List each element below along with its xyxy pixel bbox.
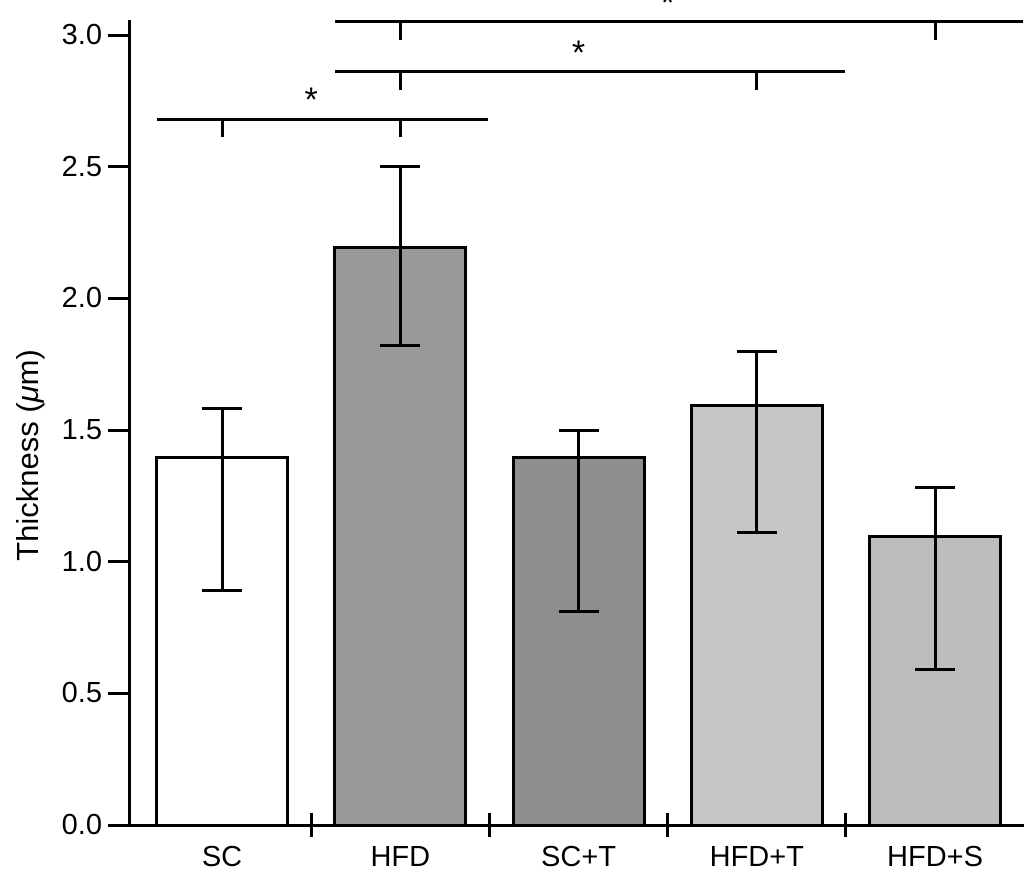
x-tick-mark <box>666 813 670 837</box>
significance-tick <box>755 71 759 90</box>
y-tick-mark <box>108 428 130 432</box>
y-tick-label: 1.5 <box>61 414 102 446</box>
y-axis-title-mu: μ <box>10 385 45 403</box>
y-axis-line <box>128 20 131 827</box>
error-bar-cap-top <box>558 428 599 432</box>
y-tick-label: 0.5 <box>61 677 102 710</box>
x-tick-label-hfd: HFD <box>370 841 431 873</box>
y-axis-title-suffix: m) <box>10 349 45 386</box>
error-bar-line <box>398 166 402 346</box>
x-tick-label-hfd-s: HFD+S <box>887 841 983 873</box>
x-tick-mark <box>844 813 848 837</box>
significance-tick <box>220 119 224 138</box>
error-bar-line <box>220 408 224 591</box>
error-bar-line <box>933 487 937 670</box>
significance-line <box>335 70 845 74</box>
y-tick-mark <box>108 691 130 695</box>
x-tick-label-sc: SC <box>201 841 243 873</box>
y-tick-label: 2.5 <box>61 150 102 183</box>
error-bar-cap-bottom <box>736 531 777 535</box>
y-tick-label: 2.0 <box>61 282 102 315</box>
y-tick-mark <box>108 823 130 827</box>
error-bar-cap-bottom <box>202 589 242 593</box>
error-bar-cap-bottom <box>380 344 421 348</box>
x-tick-label-sc-t: SC+T <box>541 841 616 873</box>
y-tick-mark <box>108 33 130 37</box>
error-bar-cap-bottom <box>558 610 599 614</box>
y-tick-label: 3.0 <box>61 19 102 51</box>
y-tick-mark <box>108 560 130 564</box>
error-bar-line <box>755 351 759 533</box>
significance-tick <box>398 119 402 138</box>
error-bar-line <box>577 430 580 612</box>
significance-star: * <box>661 0 675 22</box>
error-bar-cap-top <box>915 486 955 490</box>
x-tick-mark <box>487 813 491 837</box>
significance-line <box>335 20 1023 24</box>
x-tick-mark <box>309 813 313 837</box>
x-tick-label-hfd-t: HFD+T <box>709 841 804 873</box>
y-tick-mark <box>108 165 130 169</box>
error-bar-cap-top <box>380 165 421 169</box>
error-bar-cap-bottom <box>915 668 955 672</box>
y-tick-label: 1.0 <box>61 545 102 578</box>
error-bar-cap-top <box>736 349 777 353</box>
significance-tick <box>933 21 937 40</box>
y-tick-label: 0.0 <box>61 809 102 841</box>
significance-star: * <box>571 33 586 72</box>
significance-line <box>157 117 489 121</box>
error-bar-cap-top <box>202 407 242 411</box>
significance-tick <box>398 21 402 40</box>
y-tick-mark <box>108 296 130 300</box>
significance-tick <box>398 71 402 90</box>
significance-star: * <box>304 81 318 120</box>
